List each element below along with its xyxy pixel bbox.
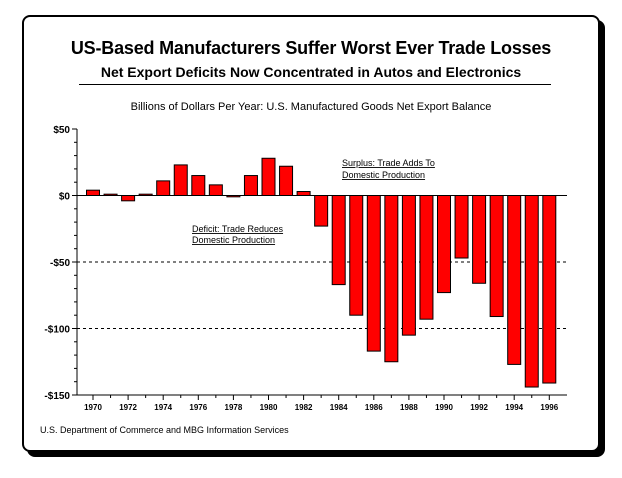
deficit-note-line-1: Deficit: Trade Reduces (192, 224, 284, 234)
bar-1975 (173, 164, 188, 197)
bar-1988 (401, 195, 416, 336)
bar-1990 (437, 195, 451, 294)
surplus-note-line-1: Surplus: Trade Adds To (342, 158, 435, 168)
x-tick-label: 1982 (295, 403, 313, 412)
annotations: Surplus: Trade Adds To Domestic Producti… (192, 158, 435, 245)
chart-description: Billions of Dollars Per Year: U.S. Manuf… (130, 101, 492, 113)
axes (72, 128, 567, 400)
x-tick-label: 1970 (84, 403, 102, 412)
x-tick-label: 1978 (225, 403, 243, 412)
bar-1976 (191, 175, 206, 197)
bar-1977 (208, 184, 223, 197)
bar-1985 (349, 195, 364, 316)
bar-1989 (419, 195, 434, 320)
y-tick-label: -$50 (50, 258, 70, 269)
bar-1993 (489, 195, 504, 318)
bar-1979 (243, 175, 258, 197)
bar-1992 (472, 195, 487, 284)
chart-frame (22, 15, 600, 452)
bar-1995 (524, 195, 539, 388)
source-note: U.S. Department of Commerce and MBG Info… (40, 425, 289, 435)
bar-1996 (542, 195, 557, 384)
x-tick-label: 1996 (540, 403, 558, 412)
bar-1984 (331, 195, 346, 286)
bar-1994 (507, 195, 522, 365)
bar-1983 (314, 195, 329, 227)
x-tick-label: 1992 (470, 403, 488, 412)
y-tick-labels: $50 $0 -$50 -$100 -$150 (44, 125, 70, 402)
bar-1974 (156, 180, 171, 196)
bar-1991 (454, 195, 469, 259)
bar-1980 (261, 157, 276, 196)
subtitle-underline (79, 84, 551, 85)
chart-subtitle: Net Export Deficits Now Concentrated in … (100, 64, 522, 80)
x-tick-label: 1988 (400, 403, 418, 412)
x-tick-label: 1986 (365, 403, 383, 412)
x-tick-label: 1972 (119, 403, 137, 412)
surplus-note-line-2: Domestic Production (342, 170, 425, 180)
bar-1986 (366, 195, 381, 352)
x-tick-label: 1976 (189, 403, 207, 412)
x-tick-label: 1984 (330, 403, 348, 412)
bar-1981 (279, 165, 294, 197)
y-tick-label: $50 (53, 125, 70, 136)
bar-1970 (86, 189, 100, 196)
y-tick-label: $0 (59, 192, 71, 203)
deficit-note-line-2: Domestic Production (192, 235, 275, 245)
x-tick-labels: 1970 1972 1974 1976 1978 1980 1982 1984 1986 1988… (84, 403, 559, 412)
y-tick-label: -$100 (44, 325, 70, 336)
chart-title: US-Based Manufacturers Suffer Worst Ever… (70, 38, 552, 58)
bar-1972 (121, 195, 136, 202)
x-tick-label: 1980 (260, 403, 278, 412)
x-tick-label: 1974 (154, 403, 172, 412)
y-tick-label: -$150 (44, 391, 70, 402)
x-tick-label: 1990 (435, 403, 453, 412)
x-tick-label: 1994 (505, 403, 523, 412)
bar-1982 (296, 191, 311, 196)
bars (86, 157, 557, 388)
bar-1987 (384, 195, 399, 363)
